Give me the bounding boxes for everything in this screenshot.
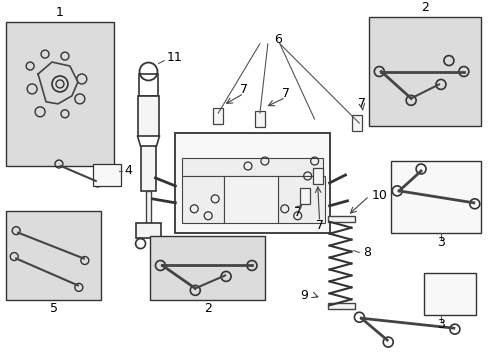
Bar (213, 108, 223, 124)
Bar (182, 176, 224, 223)
Bar (182, 158, 322, 176)
Text: 9: 9 (300, 289, 308, 302)
Bar (175, 133, 329, 233)
Bar (140, 146, 156, 191)
Bar (390, 161, 480, 233)
Text: 4: 4 (124, 165, 132, 177)
Bar (138, 75, 158, 96)
Bar (277, 176, 324, 223)
Text: 3: 3 (436, 318, 444, 331)
Bar (137, 96, 159, 136)
Text: 6: 6 (273, 33, 281, 46)
Text: 2: 2 (203, 302, 211, 315)
Text: 8: 8 (363, 246, 370, 259)
Bar (6, 22, 113, 166)
Bar (145, 191, 151, 223)
Text: 10: 10 (370, 189, 386, 202)
Text: 3: 3 (436, 236, 444, 249)
Text: 5: 5 (49, 302, 58, 315)
Text: 7: 7 (315, 219, 323, 232)
Text: 2: 2 (420, 1, 428, 14)
Bar (352, 115, 362, 131)
Text: 7: 7 (281, 87, 289, 100)
Text: 1: 1 (56, 6, 64, 19)
Text: 7: 7 (358, 97, 366, 110)
Bar (423, 274, 475, 315)
Bar (368, 17, 480, 126)
Bar (6, 211, 101, 300)
Text: 7: 7 (293, 206, 301, 219)
Text: 7: 7 (240, 83, 247, 96)
Bar (135, 223, 161, 238)
Bar (224, 176, 277, 223)
Bar (327, 216, 355, 222)
Bar (93, 164, 121, 186)
Text: 11: 11 (166, 51, 182, 64)
Bar (299, 188, 309, 204)
Bar (327, 303, 355, 309)
Bar (312, 168, 322, 184)
Bar (254, 111, 264, 127)
Bar (150, 236, 264, 300)
